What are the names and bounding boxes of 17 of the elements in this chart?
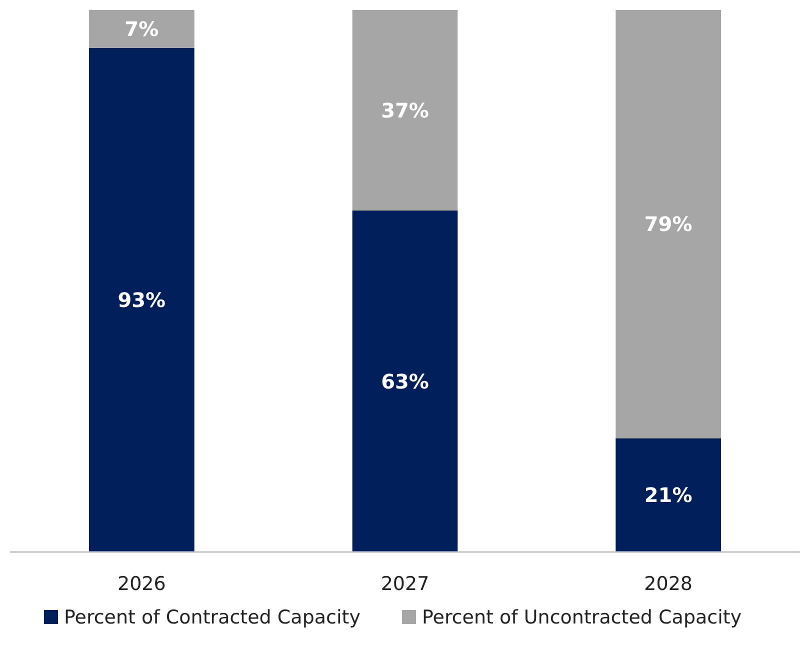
legend-label: Percent of Uncontracted Capacity — [422, 606, 742, 629]
data-label: 21% — [644, 483, 692, 508]
data-label: 37% — [381, 98, 429, 122]
bar — [89, 48, 194, 552]
x-tick-label: 2027 — [380, 573, 430, 595]
x-tick-label: 2028 — [644, 573, 693, 595]
data-label: 93% — [118, 288, 166, 312]
data-label: 7% — [124, 16, 159, 41]
bar — [352, 10, 458, 211]
bar — [89, 10, 194, 48]
x-tick-label: 2026 — [117, 573, 166, 595]
data-label: 63% — [381, 369, 429, 394]
bar — [616, 438, 721, 552]
data-label: 79% — [644, 212, 692, 236]
bar — [616, 10, 721, 438]
bar — [352, 210, 458, 552]
legend-label: Percent of Contracted Capacity — [64, 606, 360, 629]
